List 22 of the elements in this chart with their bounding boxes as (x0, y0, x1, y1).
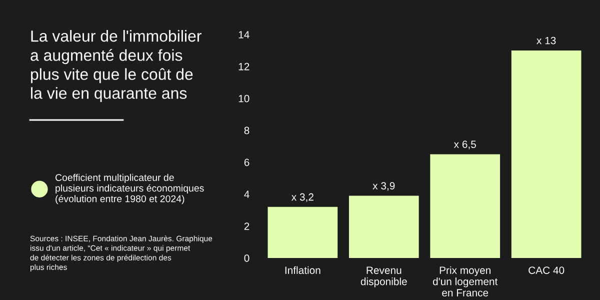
y-tick-label: 2 (244, 222, 250, 230)
legend-label: Coefficient multiplicateur de plusieurs indicateurs économiques (évolution entre 1980 et 2024) (56, 174, 204, 204)
y-tick-label: 6 (244, 158, 250, 166)
bar (268, 206, 338, 258)
y-tick-label: 0 (244, 254, 250, 262)
x-tick-label: Prix moyen d'un logement en France (432, 266, 498, 296)
text: La valeur de l'immobilier a augmenté deux fois plus vite que le coût de la vie en quarante ans (30, 30, 202, 102)
y-tick-label: 4 (244, 190, 250, 198)
bar (430, 154, 500, 258)
data-label: x 3,9 (372, 182, 395, 191)
x-tick-label: Revenu disponible (360, 266, 407, 288)
bar (511, 50, 582, 258)
y-tick-label: 12 (238, 62, 250, 70)
x-tick-label: CAC 40 (528, 266, 564, 274)
x-tick-label: Inflation (285, 266, 320, 274)
bar (348, 196, 419, 258)
data-label: x 3,2 (291, 193, 314, 202)
data-label: x 6,5 (454, 140, 476, 150)
y-tick-label: 8 (244, 126, 250, 134)
y-tick-label: 14 (238, 31, 250, 38)
y-tick-label: 10 (238, 94, 250, 102)
data-label: x 13 (536, 36, 556, 44)
